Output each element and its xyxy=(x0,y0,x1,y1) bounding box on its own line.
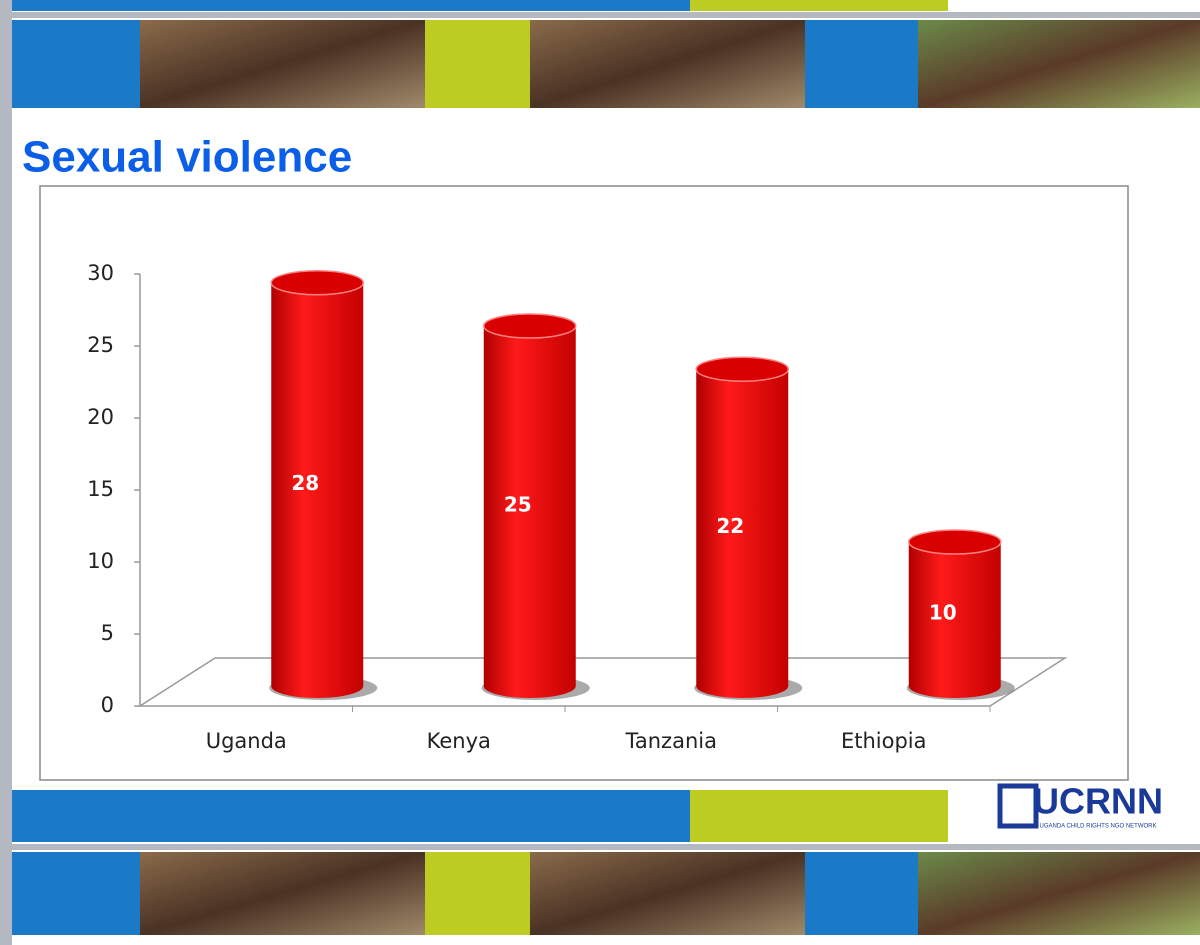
y-tick-label: 25 xyxy=(87,333,114,357)
y-tick-label: 10 xyxy=(87,549,114,573)
y-tick-label: 0 xyxy=(101,693,114,717)
value-label: 10 xyxy=(929,601,957,625)
value-label: 25 xyxy=(504,493,532,517)
bar xyxy=(908,530,1001,698)
x-tick-label: Ethiopia xyxy=(841,729,927,753)
y-tick-label: 5 xyxy=(101,621,114,645)
logo-tagline: UGANDA CHILD RIGHTS NGO NETWORK xyxy=(1039,824,1156,830)
bar-top xyxy=(270,270,364,296)
y-tick-label: 30 xyxy=(87,261,114,285)
bar-top xyxy=(483,313,577,339)
x-tick-label: Kenya xyxy=(427,729,491,753)
value-label: 28 xyxy=(291,471,319,495)
y-tick-label: 20 xyxy=(87,405,114,429)
bar xyxy=(696,357,789,698)
bar xyxy=(483,314,576,698)
value-label: 22 xyxy=(716,514,744,538)
bar-top xyxy=(695,356,789,382)
bar xyxy=(271,270,364,698)
chart-title: Sexual violence xyxy=(22,133,352,182)
logo-name: UCRNN xyxy=(1033,781,1163,822)
x-tick-label: Tanzania xyxy=(625,729,717,753)
x-tick-label: Uganda xyxy=(206,729,287,753)
y-tick-label: 15 xyxy=(87,477,114,501)
bar-top xyxy=(908,529,1002,555)
